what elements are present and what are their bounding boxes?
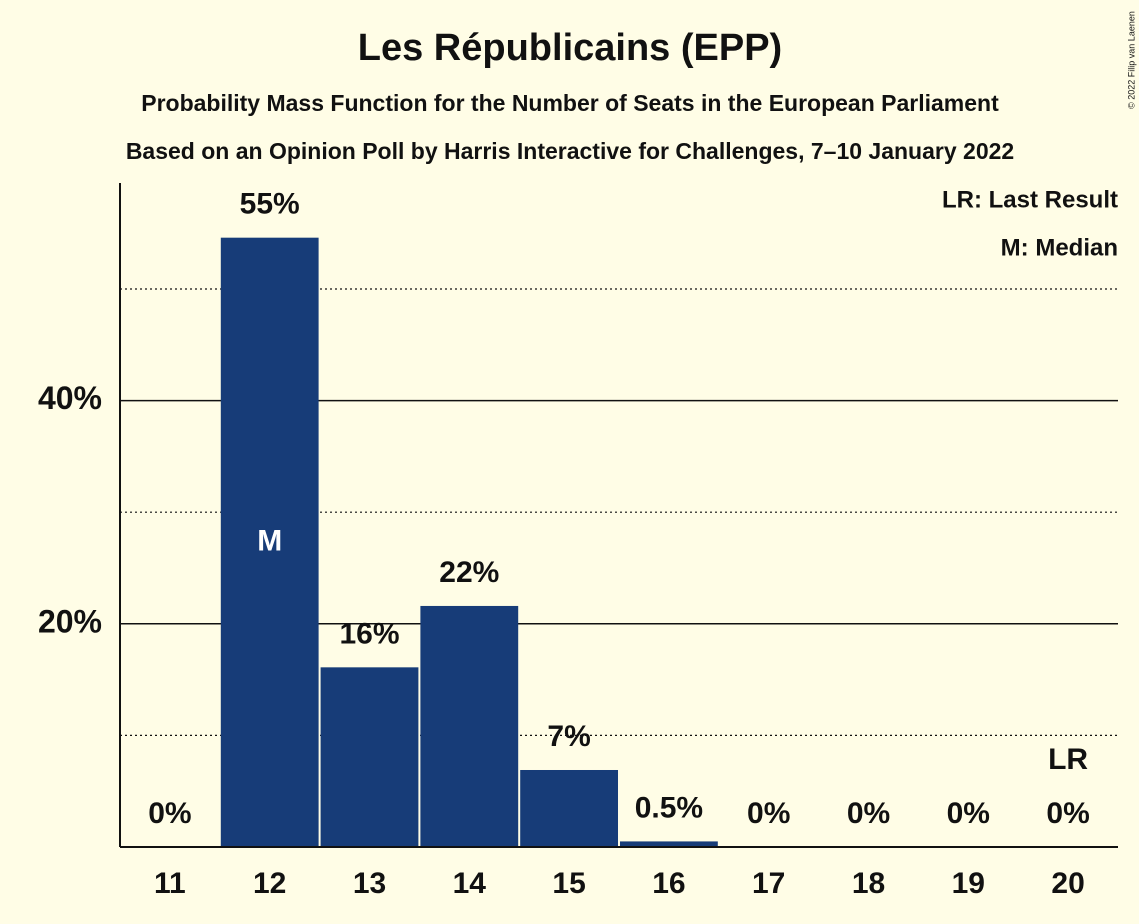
- value-label: 16%: [339, 617, 399, 650]
- bar: [220, 237, 319, 847]
- value-label: 0.5%: [635, 791, 703, 824]
- value-label: 0%: [1046, 797, 1089, 830]
- value-label: 0%: [847, 797, 890, 830]
- x-tick-label: 12: [253, 867, 286, 900]
- x-tick-label: 20: [1051, 867, 1084, 900]
- bar: [520, 769, 619, 847]
- y-tick-label: 40%: [38, 380, 102, 416]
- y-tick-label: 20%: [38, 603, 102, 639]
- copyright: © 2022 Filip van Laenen: [1126, 11, 1136, 109]
- x-tick-label: 15: [552, 867, 585, 900]
- x-tick-label: 19: [952, 867, 985, 900]
- chart-subtitle: Probability Mass Function for the Number…: [141, 90, 999, 116]
- x-tick-label: 14: [453, 867, 487, 900]
- marker-label: M: [257, 524, 282, 557]
- bar: [420, 605, 519, 847]
- value-label: 22%: [439, 556, 499, 589]
- value-label: 7%: [547, 720, 590, 753]
- x-tick-label: 13: [353, 867, 386, 900]
- chart-title: Les Républicains (EPP): [358, 27, 782, 69]
- x-tick-label: 17: [752, 867, 785, 900]
- chart-subtitle: Based on an Opinion Poll by Harris Inter…: [126, 138, 1014, 164]
- bar: [619, 841, 718, 847]
- x-tick-label: 18: [852, 867, 885, 900]
- legend-entry: M: Median: [1001, 234, 1118, 261]
- bar: [320, 667, 419, 847]
- value-label: 55%: [240, 188, 300, 221]
- legend-entry: LR: Last Result: [942, 186, 1118, 213]
- x-tick-label: 11: [154, 867, 186, 900]
- value-label: 0%: [148, 797, 191, 830]
- marker-label: LR: [1048, 743, 1088, 776]
- x-tick-label: 16: [652, 867, 685, 900]
- value-label: 0%: [947, 797, 990, 830]
- value-label: 0%: [747, 797, 790, 830]
